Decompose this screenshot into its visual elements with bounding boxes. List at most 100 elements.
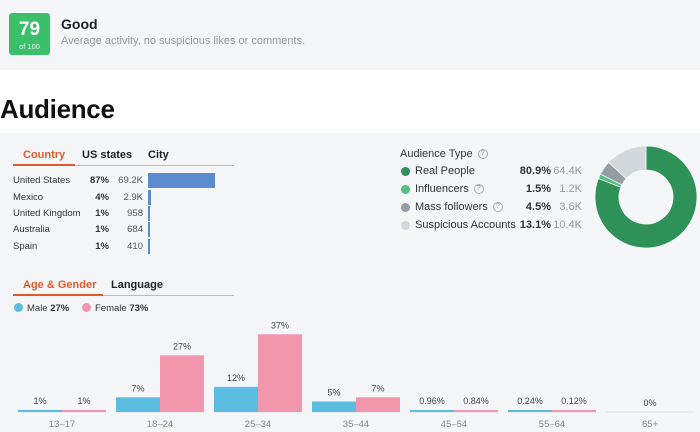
audience-type-row: Mass followers ? 4.5% 3.6K bbox=[400, 200, 590, 216]
country-name: United Kingdom bbox=[13, 208, 81, 219]
help-icon[interactable]: ? bbox=[477, 149, 488, 160]
bar-female[interactable] bbox=[258, 334, 302, 412]
quality-score-title: Good bbox=[61, 16, 98, 32]
bar-female[interactable] bbox=[356, 397, 400, 412]
bar-value-label: 0.12% bbox=[561, 396, 587, 406]
tab-language[interactable]: Language bbox=[111, 279, 163, 291]
donut-slice[interactable] bbox=[594, 145, 698, 249]
audience-type-percent: 80.9% bbox=[519, 165, 551, 177]
audience-type-name: Mass followers bbox=[415, 201, 488, 213]
audience-type-percent: 4.5% bbox=[525, 201, 551, 213]
audience-type-row: Influencers ? 1.5% 1.2K bbox=[400, 182, 590, 198]
legend-female: Female 73% bbox=[82, 303, 148, 314]
x-tick-label: 55–64 bbox=[539, 419, 565, 430]
tab-us-states[interactable]: US states bbox=[82, 149, 133, 161]
country-name: Mexico bbox=[13, 192, 44, 203]
audience-type-donut-chart bbox=[594, 145, 698, 249]
country-row[interactable]: Spain 1% 410 bbox=[13, 239, 233, 255]
country-name: Australia bbox=[13, 224, 50, 235]
legend-female-pct: 73% bbox=[129, 303, 149, 314]
tab-city[interactable]: City bbox=[148, 149, 169, 161]
quality-score-description: Average activity, no suspicious likes or… bbox=[61, 35, 306, 47]
bar-value-label: 1% bbox=[33, 396, 46, 406]
audience-type-label: Audience Type bbox=[400, 148, 473, 160]
bar-value-label: 7% bbox=[131, 383, 144, 393]
bar-male[interactable] bbox=[116, 397, 160, 412]
country-count: 69.2K bbox=[118, 175, 143, 186]
legend-female-label: Female bbox=[95, 303, 127, 314]
active-tab-underline bbox=[13, 294, 103, 296]
female-dot-icon bbox=[82, 303, 91, 312]
country-bar bbox=[148, 190, 151, 205]
bar-male[interactable] bbox=[312, 401, 356, 413]
audience-type-count: 3.6K bbox=[559, 201, 582, 213]
audience-type-label: Influencers ? bbox=[415, 183, 484, 195]
country-count: 684 bbox=[127, 224, 143, 235]
x-tick-label: 45–54 bbox=[441, 419, 467, 430]
audience-type-row: Suspicious Accounts 13.1% 10.4K bbox=[400, 218, 590, 234]
geo-tabs: Country US states City bbox=[13, 146, 234, 166]
x-tick-label: 35–44 bbox=[343, 419, 369, 430]
x-tick-label: 25–34 bbox=[245, 419, 271, 430]
bar-male[interactable] bbox=[410, 409, 454, 412]
country-row[interactable]: Mexico 4% 2.9K bbox=[13, 190, 233, 206]
tab-age-gender[interactable]: Age & Gender bbox=[23, 279, 97, 291]
help-icon[interactable]: ? bbox=[473, 184, 484, 195]
help-icon[interactable]: ? bbox=[492, 202, 503, 213]
country-name: Spain bbox=[13, 241, 38, 252]
bar-male[interactable] bbox=[508, 410, 552, 412]
audience-type-title: Audience Type ? bbox=[400, 148, 488, 160]
country-row[interactable]: United States 87% 69.2K bbox=[13, 173, 233, 189]
country-percent: 1% bbox=[95, 241, 109, 252]
demographic-tabs: Age & Gender Language bbox=[13, 276, 234, 296]
audience-type-count: 64.4K bbox=[553, 165, 582, 177]
audience-type-label: Suspicious Accounts bbox=[415, 219, 516, 231]
bar-female[interactable] bbox=[552, 410, 596, 412]
bar-female[interactable] bbox=[160, 355, 204, 412]
donut-slice[interactable] bbox=[608, 145, 647, 180]
country-percent: 1% bbox=[95, 208, 109, 219]
country-row[interactable]: Australia 1% 684 bbox=[13, 222, 233, 238]
legend-male-pct: 27% bbox=[50, 303, 70, 314]
country-percent: 4% bbox=[95, 192, 109, 203]
audience-type-percent: 13.1% bbox=[519, 219, 551, 231]
bar-value-label: 5% bbox=[327, 388, 340, 398]
x-tick-label: 13–17 bbox=[49, 419, 75, 430]
age-gender-bar-chart: 1% 1% 13–17 7% 27% 18–24 12% 37% 25–34 5% 7% 35–44 0… bbox=[18, 320, 694, 430]
page-title: Audience bbox=[0, 94, 115, 124]
country-count: 410 bbox=[127, 241, 143, 252]
audience-type-percent: 1.5% bbox=[525, 183, 551, 195]
bar-value-label: 0.96% bbox=[419, 396, 445, 406]
audience-panel bbox=[0, 133, 700, 432]
audience-type-label: Real People bbox=[415, 165, 475, 177]
legend-male-label: Male bbox=[27, 303, 48, 314]
x-tick-label: 18–24 bbox=[147, 419, 173, 430]
country-bar bbox=[148, 222, 150, 237]
legend-dot-icon bbox=[401, 167, 410, 176]
legend-male: Male 27% bbox=[14, 303, 69, 314]
bar-female[interactable] bbox=[62, 409, 106, 412]
audience-type-label: Mass followers ? bbox=[415, 201, 503, 213]
audience-type-name: Influencers bbox=[415, 183, 469, 195]
country-bar bbox=[148, 239, 150, 254]
country-bar bbox=[148, 206, 150, 221]
bar-female[interactable] bbox=[454, 410, 498, 412]
bar-value-label: 0.84% bbox=[463, 396, 489, 406]
bar-male[interactable] bbox=[214, 386, 258, 412]
tab-country[interactable]: Country bbox=[23, 149, 66, 161]
audience-type-count: 1.2K bbox=[559, 183, 582, 195]
legend-dot-icon bbox=[401, 221, 410, 230]
legend-dot-icon bbox=[401, 203, 410, 212]
quality-score-value: 79 bbox=[18, 19, 41, 40]
country-count: 958 bbox=[127, 208, 143, 219]
country-percent: 87% bbox=[89, 175, 109, 186]
bar-value-label: 1% bbox=[77, 396, 90, 406]
country-row[interactable]: United Kingdom 1% 958 bbox=[13, 206, 233, 222]
x-tick-label: 65+ bbox=[642, 419, 659, 430]
country-percent: 1% bbox=[95, 224, 109, 235]
audience-type-row: Real People 80.9% 64.4K bbox=[400, 164, 590, 180]
bar-value-label: 12% bbox=[227, 373, 245, 383]
bar-male[interactable] bbox=[18, 409, 62, 412]
audience-type-name: Real People bbox=[415, 165, 475, 177]
country-name: United States bbox=[13, 175, 71, 186]
